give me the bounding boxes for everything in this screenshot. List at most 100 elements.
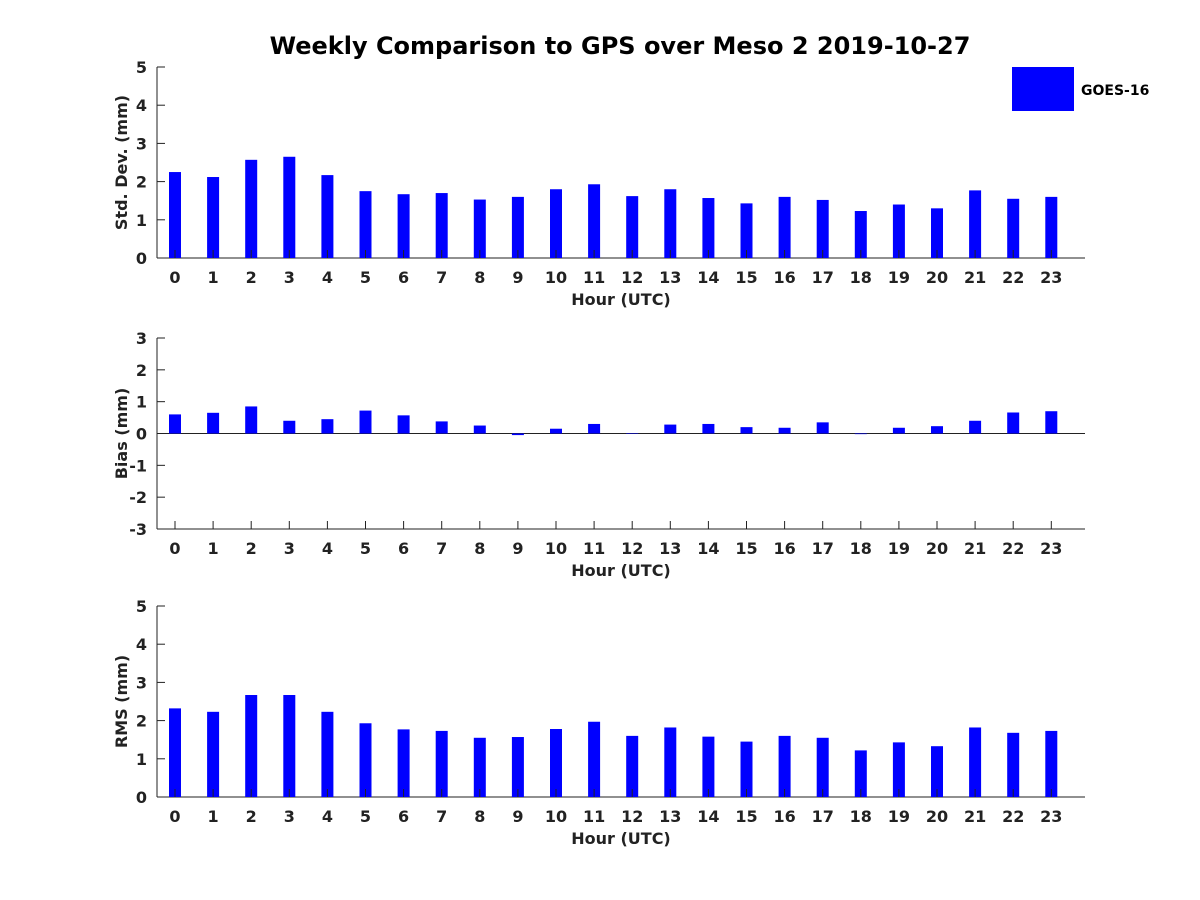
x-tick-label: 13	[659, 268, 681, 287]
bar	[854, 433, 867, 435]
x-tick-label: 21	[964, 539, 986, 558]
bar	[778, 196, 791, 258]
x-tick-label: 18	[850, 539, 872, 558]
x-tick-label: 16	[773, 268, 795, 287]
bar	[169, 172, 181, 258]
x-tick-label: 9	[512, 539, 523, 558]
x-tick-label: 6	[398, 539, 409, 558]
x-tick-label: 9	[512, 268, 523, 287]
x-tick-label: 4	[322, 807, 333, 826]
x-tick-label: 20	[926, 539, 948, 558]
chart-title: Weekly Comparison to GPS over Meso 2 201…	[270, 32, 971, 60]
legend-swatch	[1012, 67, 1074, 111]
x-tick-label: 13	[659, 539, 681, 558]
x-tick-label: 12	[621, 539, 643, 558]
x-tick-label: 10	[545, 268, 567, 287]
bar	[702, 736, 715, 797]
y-axis-label: Std. Dev. (mm)	[112, 95, 131, 230]
x-tick-label: 14	[697, 807, 719, 826]
bar	[397, 729, 410, 797]
x-tick-label: 0	[169, 268, 180, 287]
x-tick-label: 7	[436, 268, 447, 287]
bar	[1045, 730, 1058, 797]
bar	[245, 159, 258, 258]
bar	[931, 426, 943, 434]
legend-label-goes16: GOES-16	[1081, 83, 1149, 99]
bar	[588, 423, 601, 434]
x-tick-label: 8	[474, 539, 485, 558]
x-tick-label: 2	[246, 539, 257, 558]
y-tick-label: 0	[136, 249, 147, 268]
bar	[550, 428, 562, 434]
bar	[854, 211, 867, 258]
x-tick-label: 17	[812, 268, 834, 287]
y-tick-label: -1	[129, 456, 147, 475]
bar	[435, 193, 448, 258]
x-axis-label: Hour (UTC)	[571, 829, 671, 848]
bar	[245, 695, 258, 797]
x-tick-label: 19	[888, 268, 910, 287]
bar	[816, 199, 829, 258]
x-tick-label: 3	[284, 807, 295, 826]
y-tick-label: 2	[136, 173, 147, 192]
bar	[359, 410, 372, 434]
bar	[169, 414, 181, 434]
y-tick-label: 1	[136, 750, 147, 769]
bar	[664, 727, 677, 797]
y-tick-label: 0	[136, 425, 147, 444]
x-tick-label: 14	[697, 539, 719, 558]
bar	[854, 750, 867, 797]
y-tick-label: 3	[136, 134, 147, 153]
x-tick-label: 21	[964, 807, 986, 826]
x-tick-label: 3	[284, 539, 295, 558]
x-tick-label: 16	[773, 807, 795, 826]
x-tick-label: 0	[169, 539, 180, 558]
x-tick-label: 2	[246, 807, 257, 826]
bar	[1007, 412, 1020, 434]
y-tick-label: 4	[136, 635, 147, 654]
x-axis-label: Hour (UTC)	[571, 290, 671, 309]
x-tick-label: 8	[474, 268, 485, 287]
bar	[245, 406, 258, 434]
bar	[283, 156, 296, 258]
bar	[207, 412, 220, 434]
bar	[969, 727, 982, 797]
bar	[321, 419, 334, 434]
x-tick-label: 8	[474, 807, 485, 826]
x-tick-label: 11	[583, 807, 605, 826]
x-tick-label: 10	[545, 807, 567, 826]
bar	[511, 433, 524, 436]
x-tick-label: 10	[545, 539, 567, 558]
bar	[1007, 732, 1020, 797]
x-tick-label: 5	[360, 268, 371, 287]
x-tick-label: 15	[735, 268, 757, 287]
legend: GOES-16	[1012, 67, 1149, 111]
bar	[588, 721, 601, 797]
x-tick-label: 14	[697, 268, 719, 287]
x-tick-label: 7	[436, 539, 447, 558]
x-tick-label: 20	[926, 268, 948, 287]
bar	[931, 208, 943, 258]
x-tick-label: 17	[812, 539, 834, 558]
x-tick-label: 20	[926, 807, 948, 826]
bar	[207, 177, 220, 258]
bar	[816, 737, 829, 797]
bar	[550, 189, 562, 258]
bar	[778, 735, 791, 797]
bar	[664, 424, 677, 434]
x-tick-label: 15	[735, 807, 757, 826]
y-tick-label: 5	[136, 58, 147, 77]
bar	[283, 695, 296, 797]
x-tick-label: 18	[850, 268, 872, 287]
bar	[626, 735, 639, 797]
y-tick-label: -3	[129, 520, 147, 539]
bar	[550, 729, 562, 797]
x-tick-label: 22	[1002, 268, 1024, 287]
x-tick-label: 0	[169, 807, 180, 826]
x-tick-label: 17	[812, 807, 834, 826]
bar	[702, 198, 715, 258]
x-tick-label: 1	[208, 268, 219, 287]
y-tick-label: -2	[129, 488, 147, 507]
